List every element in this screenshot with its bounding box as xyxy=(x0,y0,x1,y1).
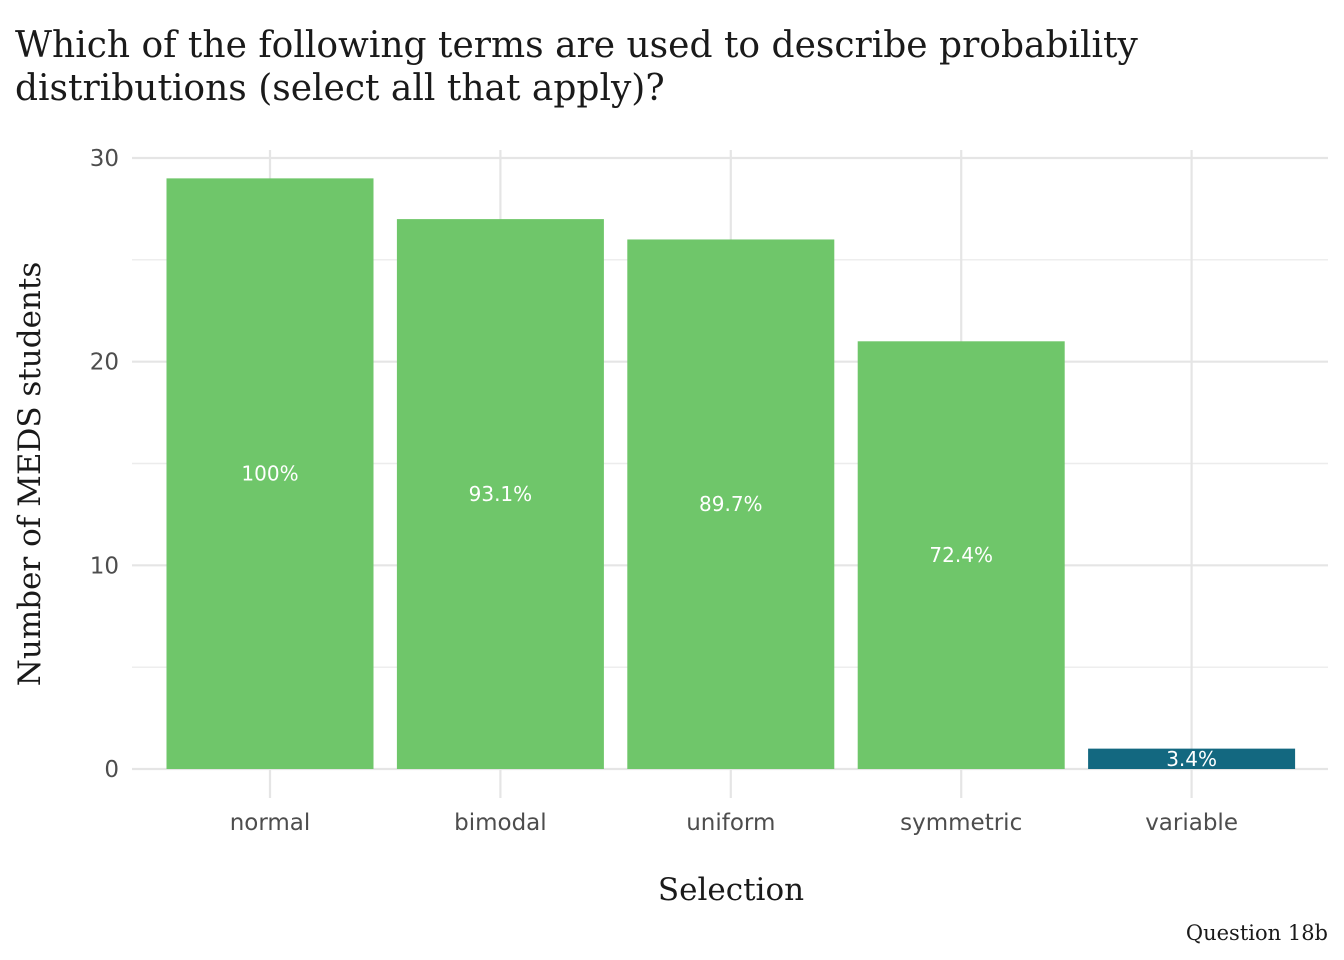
x-tick-label-uniform: uniform xyxy=(686,810,775,836)
x-axis-title: Selection xyxy=(658,872,804,908)
y-tick-label: 30 xyxy=(90,146,119,172)
bar-label-normal: 100% xyxy=(241,462,298,486)
y-axis-title: Number of MEDS students xyxy=(12,262,48,687)
bar-normal xyxy=(166,178,374,769)
bar-label-bimodal: 93.1% xyxy=(469,482,533,506)
x-tick-label-symmetric: symmetric xyxy=(900,810,1022,836)
y-tick-label: 20 xyxy=(90,350,119,376)
x-axis-ticks: normal bimodal uniform symmetric variable xyxy=(230,810,1238,836)
y-axis-ticks: 0 10 20 30 xyxy=(90,146,119,783)
bar-label-symmetric: 72.4% xyxy=(929,543,993,567)
bar-label-variable: 3.4% xyxy=(1166,747,1217,771)
y-tick-label: 0 xyxy=(104,757,119,783)
y-tick-label: 10 xyxy=(90,553,119,579)
x-tick-label-variable: variable xyxy=(1145,810,1238,836)
bar-variable xyxy=(1088,748,1296,769)
bar-labels: 100% 93.1% 89.7% 72.4% 3.4% xyxy=(241,462,1217,771)
chart-title-line-2: distributions (select all that apply)? xyxy=(15,68,665,109)
bar-bimodal xyxy=(396,219,604,770)
chart-caption: Question 18b xyxy=(1186,921,1328,945)
x-tick-label-normal: normal xyxy=(230,810,311,836)
bar-symmetric xyxy=(857,341,1065,769)
bars xyxy=(166,178,1296,770)
bar-uniform xyxy=(627,239,835,769)
chart-title-line-1: Which of the following terms are used to… xyxy=(15,25,1139,66)
x-tick-label-bimodal: bimodal xyxy=(454,810,547,836)
bar-label-uniform: 89.7% xyxy=(699,492,763,516)
